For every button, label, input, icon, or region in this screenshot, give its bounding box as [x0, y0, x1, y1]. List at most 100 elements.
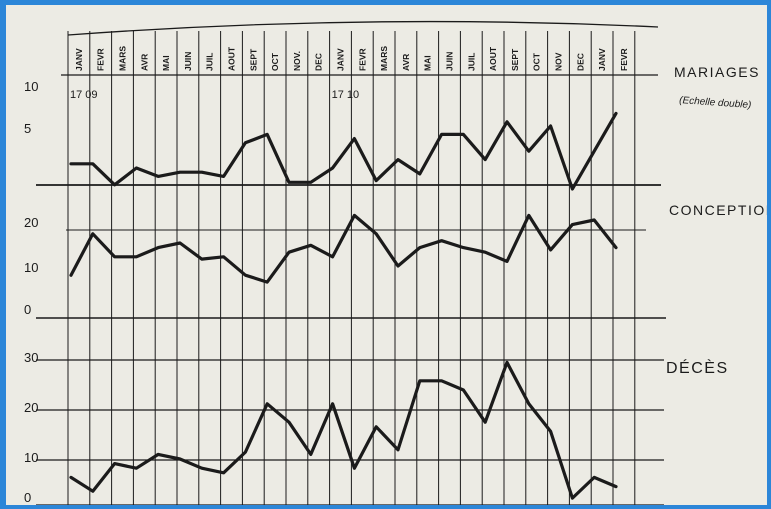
month-label: MARS	[379, 46, 389, 71]
month-label: MAI	[161, 55, 171, 71]
data-point	[91, 232, 95, 235]
data-point	[484, 421, 487, 424]
data-point	[440, 133, 443, 136]
month-label: SEPT	[510, 48, 520, 71]
data-point	[331, 166, 334, 170]
data-point	[396, 264, 400, 268]
month-label: NOV	[554, 52, 564, 71]
data-point	[549, 124, 552, 128]
data-point	[593, 218, 596, 222]
data-point	[287, 251, 291, 254]
data-point	[418, 172, 421, 176]
series-label: CONCEPTION	[669, 202, 767, 218]
data-point	[614, 485, 618, 488]
data-point	[157, 453, 160, 456]
data-point	[418, 246, 421, 249]
month-label: AOUT	[227, 46, 237, 71]
month-label: JUIN	[183, 52, 193, 71]
data-point	[200, 171, 203, 174]
month-label: DEC	[575, 53, 585, 71]
data-point	[593, 150, 596, 153]
data-point	[287, 421, 291, 424]
data-point	[375, 425, 378, 428]
month-label: AVR	[401, 54, 411, 71]
data-point	[505, 120, 509, 124]
data-point	[157, 175, 160, 178]
data-point	[69, 476, 73, 479]
data-point	[353, 214, 356, 217]
series-line	[69, 213, 618, 284]
y-tick-label: 20	[24, 215, 38, 230]
month-label: FEVR	[96, 48, 106, 71]
year-label: 17 10	[332, 89, 360, 101]
month-label: MARS	[118, 46, 128, 71]
month-label: OCT	[270, 52, 280, 71]
data-point	[396, 158, 400, 161]
data-point	[135, 166, 138, 170]
data-point	[91, 162, 95, 165]
month-label: MAI	[423, 55, 433, 71]
data-point	[200, 467, 203, 470]
data-point	[462, 388, 465, 392]
data-point	[484, 251, 487, 254]
data-point	[178, 171, 182, 174]
month-label: JANV	[74, 48, 84, 71]
data-point	[571, 223, 574, 226]
y-tick-label: 0	[24, 302, 31, 317]
data-point	[549, 248, 552, 252]
month-label: FEVR	[619, 48, 629, 71]
data-point	[571, 187, 574, 191]
data-point	[462, 133, 465, 136]
y-tick-label: 20	[24, 400, 38, 415]
data-point	[113, 462, 116, 465]
data-point	[222, 175, 225, 178]
y-tick-label: 10	[24, 450, 38, 465]
data-point	[505, 260, 509, 263]
data-point	[244, 274, 247, 277]
month-label: JANV	[336, 48, 346, 71]
data-point	[396, 448, 400, 451]
data-point	[135, 467, 138, 470]
month-label: JUIL	[205, 53, 215, 71]
data-point	[527, 402, 530, 405]
data-point	[222, 471, 225, 474]
data-point	[113, 183, 116, 186]
y-tick-label: 0	[24, 490, 31, 505]
month-label: DEC	[314, 53, 324, 71]
series-line	[69, 360, 618, 500]
data-point	[135, 255, 138, 258]
header-top-line	[67, 20, 659, 36]
data-point	[157, 246, 160, 249]
data-point	[266, 402, 269, 405]
month-label: OCT	[532, 52, 542, 71]
data-point	[375, 179, 378, 182]
month-label: AVR	[139, 54, 149, 71]
month-label: JUIL	[466, 53, 476, 71]
data-point	[69, 162, 73, 165]
month-label: NOV.	[292, 51, 302, 71]
y-tick-label: 5	[24, 121, 31, 136]
data-point	[462, 246, 465, 249]
data-point	[287, 181, 291, 184]
data-point	[331, 402, 334, 405]
data-point	[549, 430, 552, 433]
data-point	[69, 274, 73, 277]
data-point	[244, 141, 247, 144]
data-point	[593, 476, 596, 479]
data-point	[614, 246, 618, 249]
data-point	[200, 257, 203, 261]
month-label: FEVR	[357, 48, 367, 71]
month-label: AOUT	[488, 46, 498, 71]
data-point	[113, 255, 116, 258]
data-point	[527, 150, 530, 153]
data-point	[440, 239, 443, 242]
chart-svg: JANV FEVR MARS AVR MAI JUIN JUIL AOUT SEPT OCT NOV…	[24, 20, 767, 505]
chart-frame: JANV FEVR MARS AVR MAI JUIN JUIL AOUT SEPT OCT NOV…	[6, 5, 767, 505]
data-point	[571, 496, 574, 500]
month-label: SEPT	[248, 48, 258, 71]
data-point	[309, 244, 312, 247]
data-point	[527, 214, 530, 217]
data-point	[266, 133, 269, 136]
data-point	[484, 158, 487, 161]
series-label: DÉCÈS	[666, 358, 729, 377]
